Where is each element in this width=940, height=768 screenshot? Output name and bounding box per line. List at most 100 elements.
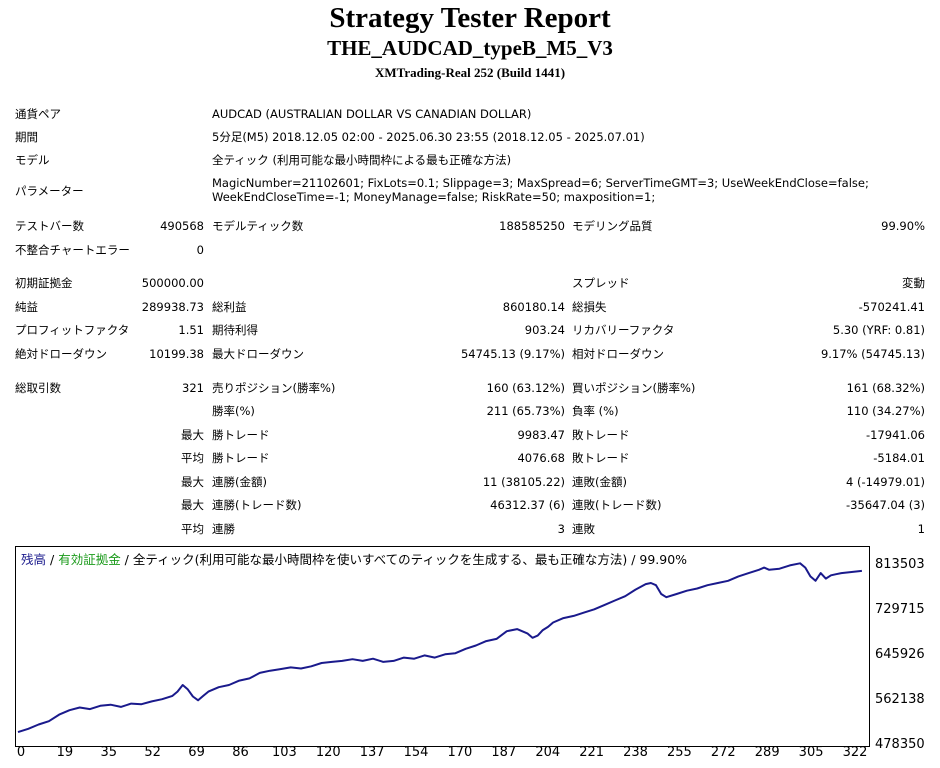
legend-model-text: / 全ティック(利用可能な最小時間枠を使いすべてのティックを生成する、最も正確な… xyxy=(120,552,688,567)
largest-loss-value: -17941.06 xyxy=(865,428,925,442)
quality-label: モデリング品質 xyxy=(572,219,653,233)
x-tick-label: 137 xyxy=(359,745,385,760)
consec-wins-trades-value: 46312.37 (6) xyxy=(490,498,565,512)
x-tick-label: 305 xyxy=(798,745,824,760)
loss-rate-label: 負率 (%) xyxy=(572,404,619,418)
x-tick-label: 255 xyxy=(666,745,692,760)
y-tick-label: 729715 xyxy=(875,602,925,617)
profit-factor-value: 1.51 xyxy=(178,323,204,337)
y-tick-label: 813503 xyxy=(875,557,925,572)
y-tick-label: 478350 xyxy=(875,737,925,752)
largest-loss-label: 敗トレード xyxy=(572,428,630,442)
rel-drawdown-label: 相対ドローダウン xyxy=(572,347,664,361)
profit-factor-label: プロフィットファクタ xyxy=(15,323,130,337)
avg-label-2: 平均 xyxy=(181,522,204,536)
max-drawdown-label: 最大ドローダウン xyxy=(212,347,304,361)
consec-wins-amount-value: 11 (38105.22) xyxy=(482,475,565,489)
ticks-label: モデルティック数 xyxy=(212,219,304,233)
expected-payoff-value: 903.24 xyxy=(524,323,565,337)
deposit-label: 初期証拠金 xyxy=(15,276,73,290)
long-positions-value: 161 (68.32%) xyxy=(846,381,925,395)
x-tick-label: 187 xyxy=(491,745,517,760)
gross-loss-value: -570241.41 xyxy=(858,300,925,314)
avg-consec-wins-value: 3 xyxy=(557,522,565,536)
recovery-factor-label: リカバリーファクタ xyxy=(572,323,675,337)
gross-profit-label: 総利益 xyxy=(212,300,247,314)
x-tick-label: 238 xyxy=(623,745,648,760)
short-positions-value: 160 (63.12%) xyxy=(486,381,565,395)
x-tick-label: 204 xyxy=(535,745,561,760)
mismatch-value: 0 xyxy=(196,243,204,257)
server-info: XMTrading-Real 252 (Build 1441) xyxy=(374,65,566,80)
consec-wins-amount-label: 連勝(金額) xyxy=(212,475,267,489)
model-label: モデル xyxy=(15,153,50,167)
bars-value: 490568 xyxy=(160,219,204,233)
params-line-1: MagicNumber=21102601; FixLots=0.1; Slipp… xyxy=(212,176,869,190)
params-line-2: WeekEndCloseTime=-1; MoneyManage=false; … xyxy=(212,190,656,204)
deposit-value: 500000.00 xyxy=(141,276,204,290)
x-tick-label: 52 xyxy=(144,745,161,760)
legend-equity: 有効証拠金 xyxy=(58,552,121,567)
x-tick-label: 120 xyxy=(315,745,341,760)
expected-payoff-label: 期待利得 xyxy=(212,323,258,337)
max-drawdown-value: 54745.13 (9.17%) xyxy=(460,347,565,361)
chart-legend: 残高 / 有効証拠金 / 全ティック(利用可能な最小時間枠を使いすべてのティック… xyxy=(21,549,687,568)
avg-consec-loss-label: 連敗 xyxy=(572,522,595,536)
consec-loss-amount-value: 4 (-14979.01) xyxy=(846,475,925,489)
long-positions-label: 買いポジション(勝率%) xyxy=(572,381,696,395)
x-tick-label: 19 xyxy=(56,745,74,760)
spread-value: 変動 xyxy=(902,276,925,290)
mismatch-label: 不整合チャートエラー xyxy=(15,243,130,257)
params-label: パラメーター xyxy=(15,184,84,198)
consec-wins-trades-label: 連勝(トレード数) xyxy=(212,498,302,512)
spread-label: スプレッド xyxy=(572,276,630,290)
max-label-1: 最大 xyxy=(181,428,204,442)
y-tick-label: 645926 xyxy=(875,647,925,662)
win-rate-value: 211 (65.73%) xyxy=(486,404,565,418)
report-title: Strategy Tester Report xyxy=(329,2,611,34)
legend-separator: / xyxy=(46,552,59,567)
balance-line xyxy=(17,562,863,734)
net-profit-value: 289938.73 xyxy=(141,300,204,314)
x-tick-label: 154 xyxy=(403,745,429,760)
x-tick-label: 0 xyxy=(16,745,26,760)
x-tick-label: 69 xyxy=(188,745,205,760)
gross-loss-label: 総損失 xyxy=(572,300,607,314)
x-tick-label: 86 xyxy=(232,745,249,760)
loss-rate-value: 110 (34.27%) xyxy=(846,404,925,418)
legend-balance: 残高 xyxy=(21,552,47,567)
bars-label: テストバー数 xyxy=(15,219,84,233)
x-tick-label: 170 xyxy=(447,745,473,760)
avg-loss-value: -5184.01 xyxy=(873,451,925,465)
avg-win-label: 勝トレード xyxy=(212,451,270,465)
recovery-factor-value: 5.30 (YRF: 0.81) xyxy=(832,323,925,337)
x-tick-label: 289 xyxy=(754,745,780,760)
pair-label: 通貨ペア xyxy=(15,107,61,121)
avg-consec-loss-value: 1 xyxy=(917,522,925,536)
pair-value: AUDCAD (AUSTRALIAN DOLLAR VS CANADIAN DO… xyxy=(212,107,532,121)
win-rate-label: 勝率(%) xyxy=(212,404,255,418)
total-trades-label: 総取引数 xyxy=(15,381,61,395)
rel-drawdown-value: 9.17% (54745.13) xyxy=(820,347,925,361)
x-tick-label: 322 xyxy=(842,745,868,760)
balance-chart: 残高 / 有効証拠金 / 全ティック(利用可能な最小時間枠を使いすべてのティック… xyxy=(15,546,870,747)
y-tick-label: 562138 xyxy=(875,692,925,707)
abs-drawdown-label: 絶対ドローダウン xyxy=(15,347,107,361)
model-value: 全ティック (利用可能な最小時間枠による最も正確な方法) xyxy=(212,153,512,167)
avg-win-value: 4076.68 xyxy=(517,451,565,465)
largest-win-label: 勝トレード xyxy=(212,428,270,442)
consec-loss-trades-value: -35647.04 (3) xyxy=(846,498,925,512)
period-value: 5分足(M5) 2018.12.05 02:00 - 2025.06.30 23… xyxy=(212,130,645,144)
net-profit-label: 純益 xyxy=(15,300,38,314)
avg-loss-label: 敗トレード xyxy=(572,451,630,465)
short-positions-label: 売りポジション(勝率%) xyxy=(212,381,336,395)
x-tick-label: 103 xyxy=(271,745,297,760)
abs-drawdown-value: 10199.38 xyxy=(149,347,204,361)
largest-win-value: 9983.47 xyxy=(517,428,565,442)
balance-chart-plot xyxy=(17,562,863,734)
quality-value: 99.90% xyxy=(881,219,925,233)
gross-profit-value: 860180.14 xyxy=(502,300,565,314)
avg-consec-wins-label: 連勝 xyxy=(212,522,235,536)
consec-loss-amount-label: 連敗(金額) xyxy=(572,475,627,489)
max-label-2: 最大 xyxy=(181,475,204,489)
